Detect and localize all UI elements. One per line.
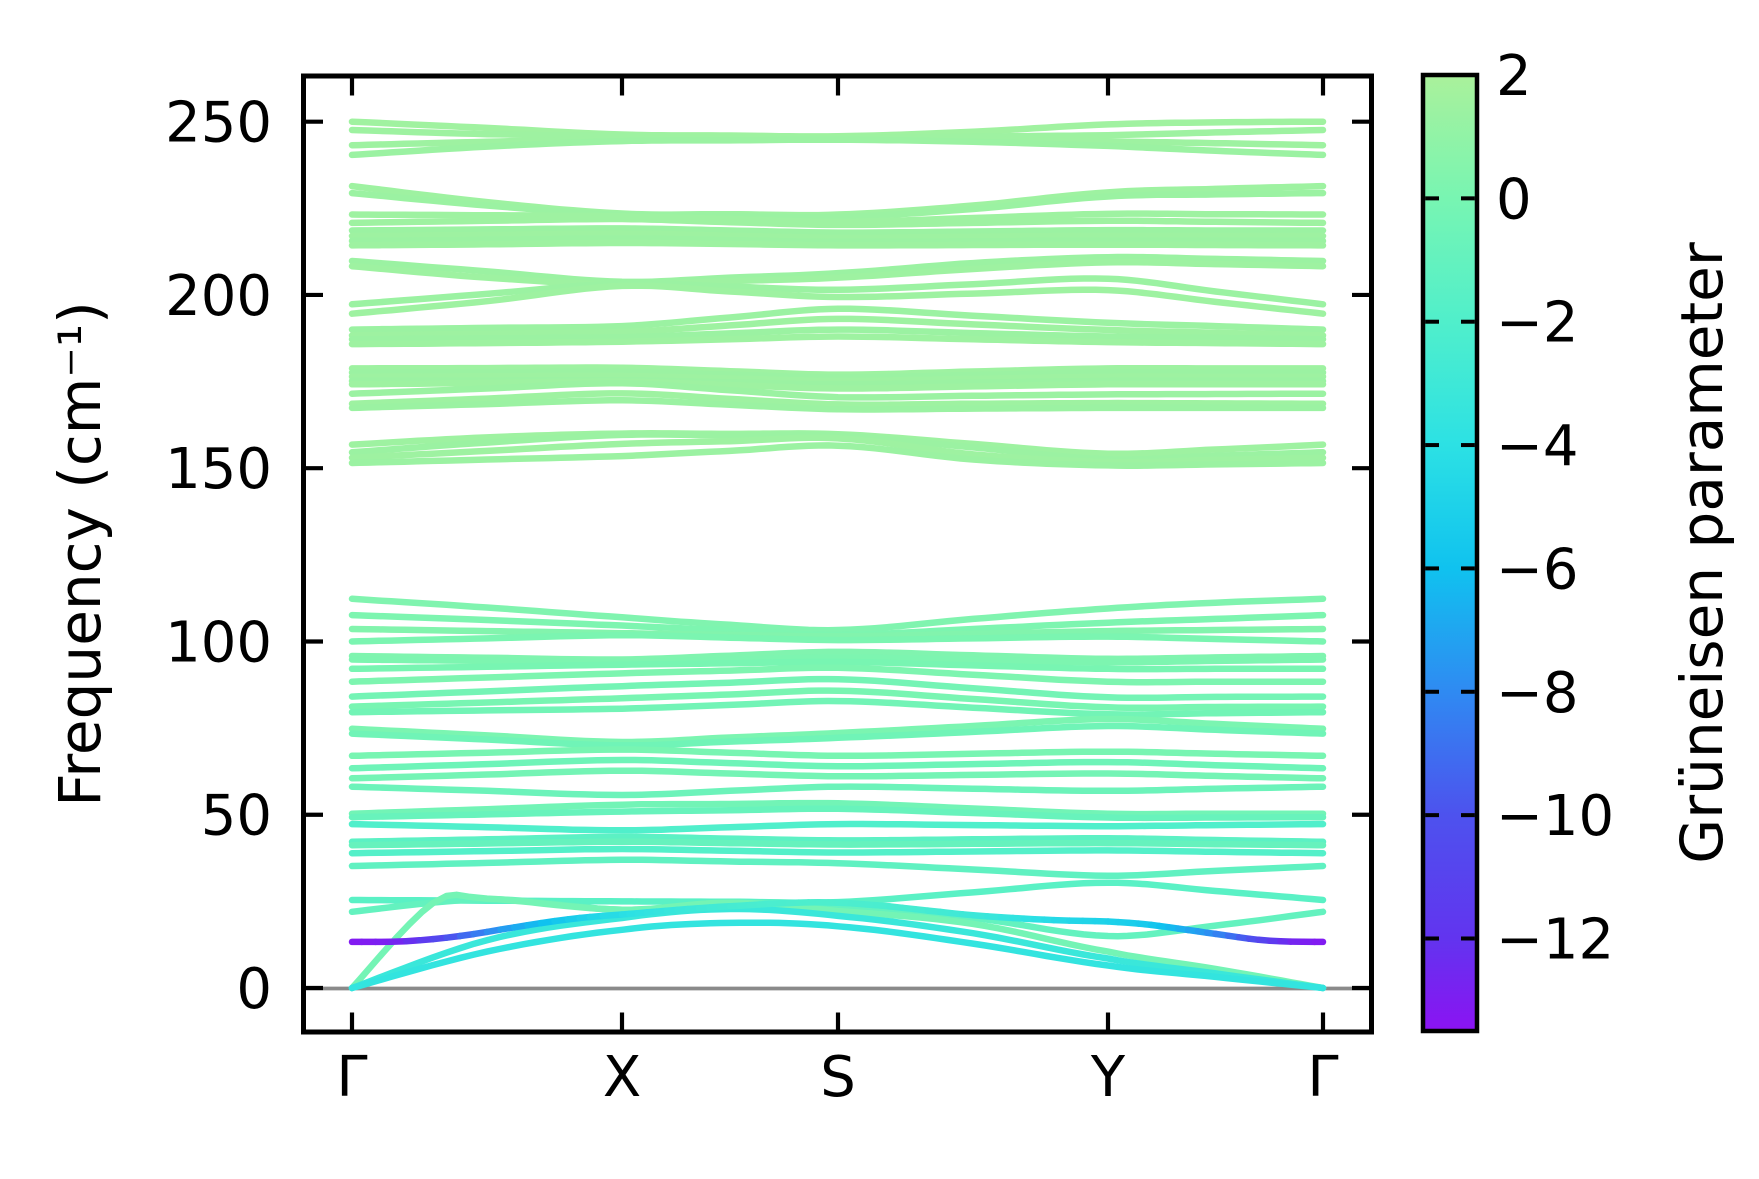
phonon-band [348, 434, 1327, 466]
phonon-band [348, 368, 1327, 381]
phonon-band [348, 687, 1327, 712]
colorbar-gradient [1423, 75, 1477, 1031]
phonon-band [348, 715, 1327, 746]
x-tick-label: X [603, 1045, 641, 1110]
phonon-band [348, 856, 1327, 879]
phonon-band [348, 919, 1327, 992]
phonon-band [348, 230, 1327, 242]
phonon-band [348, 275, 1327, 308]
phonon-band [348, 397, 1327, 413]
colorbar-tick-label: −8 [1496, 661, 1579, 726]
phonon-band [348, 333, 1327, 348]
phonon-band [348, 215, 1327, 229]
phonon-band [348, 891, 1327, 992]
phonon-band [348, 136, 1327, 159]
phonon-band [348, 390, 1327, 408]
phonon-band [348, 253, 1327, 286]
y-tick-label: 50 [201, 784, 272, 849]
phonon-band [348, 654, 1327, 666]
y-tick-label: 0 [236, 957, 272, 1022]
phonon-band [348, 282, 1327, 317]
colorbar-frame [1420, 72, 1480, 1034]
phonon-band [348, 756, 1327, 772]
phonon-band [348, 767, 1327, 782]
phonon-band [348, 378, 1327, 392]
colorbar-tick-label: −10 [1496, 784, 1614, 849]
phonon-band [348, 442, 1327, 469]
colorbar-ticks [1425, 73, 1475, 941]
phonon-band [348, 235, 1327, 246]
x-tick-label: Γ [1307, 1045, 1338, 1110]
y-tick-label: 150 [165, 437, 272, 502]
colorbar-tick-label: 2 [1496, 44, 1532, 109]
phonon-band [348, 625, 1327, 640]
phonon-band [348, 746, 1327, 760]
x-tick-label: Γ [336, 1045, 367, 1110]
y-tick-label: 200 [165, 264, 272, 329]
phonon-band [348, 225, 1327, 236]
phonon-band [348, 372, 1327, 385]
colorbar-tick-label: −4 [1496, 414, 1579, 479]
phonon-band [348, 838, 1327, 849]
colorbar-tick-label: 0 [1496, 167, 1532, 232]
colorbar-tick-label: −2 [1496, 291, 1579, 356]
phonon-band [348, 805, 1327, 822]
phonon-band [348, 799, 1327, 818]
colorbar-tick-labels: 2 0 −2 −4 −6 −8 −10 −12 [1496, 44, 1614, 972]
phonon-band [348, 380, 1327, 401]
colorbar-tick-label: −12 [1496, 907, 1614, 972]
x-tick-label: Y [1090, 1045, 1126, 1110]
phonon-band [348, 905, 1327, 992]
phonon-band [348, 664, 1327, 686]
phonon-band [348, 783, 1327, 799]
y-tick-label: 250 [165, 91, 272, 156]
x-tick-label: S [820, 1045, 856, 1110]
phonon-band [348, 595, 1327, 634]
phonon-band [348, 833, 1327, 846]
phonon-band [348, 258, 1327, 288]
phonon-band [348, 315, 1327, 339]
phonon-band [348, 697, 1327, 718]
axis-ticks [306, 78, 1369, 1030]
phonon-band [348, 326, 1327, 343]
phonon-band [348, 820, 1327, 834]
plot-frame [301, 73, 1374, 1035]
phonon-band [348, 658, 1327, 673]
phonon-band [348, 845, 1327, 857]
phonon-band [348, 631, 1327, 645]
phonon-band [348, 239, 1327, 249]
colorbar-label: Grüneisen parameter [1668, 242, 1736, 864]
colorbar-tick-label: −6 [1496, 537, 1579, 602]
phonon-band [348, 675, 1327, 702]
y-axis-tick-labels: 0 50 100 150 200 250 [165, 91, 272, 1022]
phonon-band [348, 722, 1327, 749]
y-tick-label: 100 [165, 610, 272, 675]
y-axis-label: Frequency (cm⁻¹) [46, 301, 114, 807]
band-lines [348, 118, 1327, 992]
phonon-band [348, 189, 1327, 221]
phonon-band [348, 305, 1327, 333]
